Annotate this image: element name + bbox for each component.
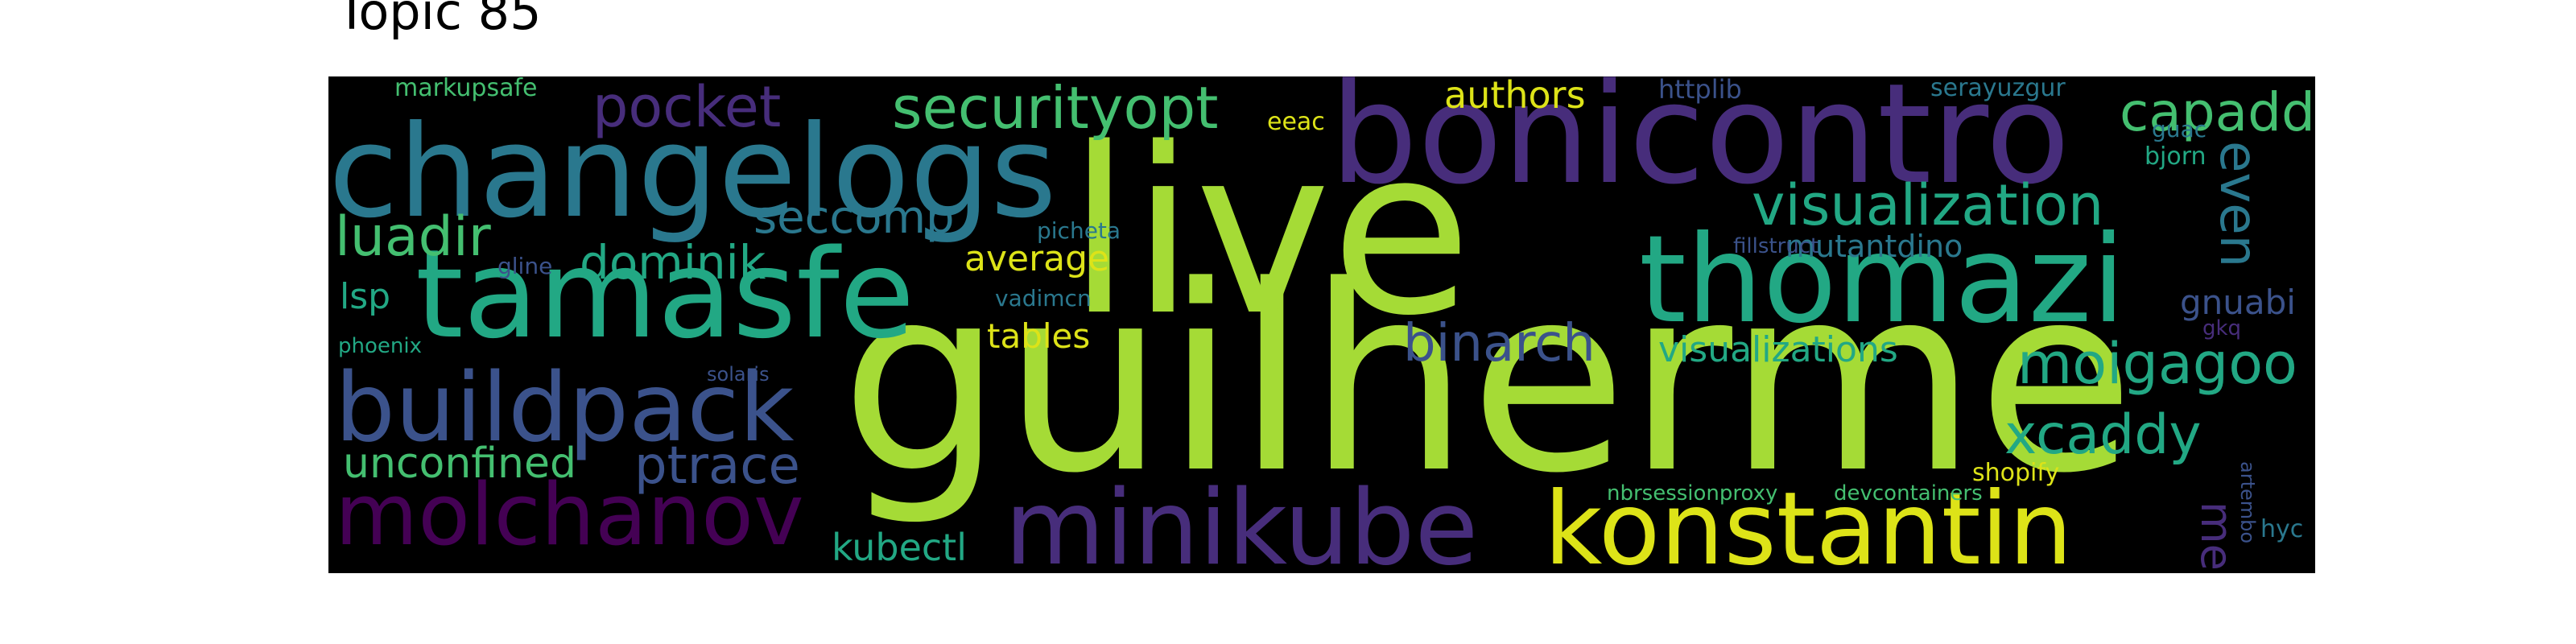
word-thomazi: thomazi (1639, 210, 2126, 350)
word-unconfined: unconfined (343, 440, 576, 488)
word-moigagoo: moigagoo (2017, 331, 2297, 397)
word-live: live (1067, 99, 1472, 366)
word-minikube: minikube (1005, 469, 1479, 574)
word-me: me (2191, 502, 2242, 571)
word-mutantdino: mutantdino (1785, 229, 1963, 264)
word-gnuabi: gnuabi (2180, 283, 2296, 322)
word-picheta: picheta (1037, 217, 1121, 244)
word-serayuzgur: serayuzgur (1930, 76, 2066, 102)
word-average: average (964, 238, 1110, 279)
word-even: even (2208, 141, 2268, 268)
word-luadir: luadir (335, 205, 491, 269)
word-solaris: solaris (707, 363, 770, 386)
word-nbrsessionproxy: nbrsessionproxy (1607, 481, 1778, 506)
word-visualizations: visualizations (1658, 329, 1898, 370)
word-molchanov: molchanov (335, 465, 804, 564)
word-capadd: capadd (2120, 81, 2315, 143)
word-markupsafe: markupsafe (394, 76, 538, 102)
word-gkq: gkq (2202, 316, 2242, 341)
word-guilherme: guilherme (840, 231, 2135, 529)
word-binarch: binarch (1403, 314, 1596, 374)
word-cloud: guilherme live bonicontro changelogs tam… (328, 76, 2315, 573)
word-guac: guac (2152, 116, 2207, 142)
word-seccomp: seccomp (753, 192, 955, 244)
word-artembo: artembo (2236, 461, 2259, 544)
word-buildpack: buildpack (335, 352, 795, 463)
plot-title: Topic 85 (336, 0, 542, 41)
word-devcontainers: devcontainers (1834, 481, 1983, 506)
word-ptrace: ptrace (634, 436, 800, 496)
word-hyc: hyc (2260, 515, 2304, 543)
word-dominik: dominik (580, 235, 766, 290)
word-changelogs: changelogs (328, 98, 1057, 246)
word-tables: tables (987, 316, 1091, 356)
word-bonicontro: bonicontro (1330, 76, 2070, 215)
word-eeac: eeac (1267, 108, 1325, 136)
word-gline: gline (497, 253, 553, 279)
word-securityopt: securityopt (892, 76, 1219, 142)
word-bjorn: bjorn (2145, 142, 2207, 171)
word-httplib: httplib (1658, 76, 1742, 105)
word-xcaddy: xcaddy (2004, 403, 2202, 467)
word-visualization: visualization (1752, 172, 2104, 238)
word-kubectl: kubectl (832, 526, 967, 569)
word-pocket: pocket (592, 76, 782, 140)
word-fillstruct: fillstruct (1733, 234, 1819, 258)
word-konstantin: konstantin (1544, 471, 2073, 573)
word-tamasfe: tamasfe (415, 223, 915, 365)
word-phoenix: phoenix (338, 334, 422, 358)
word-authors: authors (1444, 76, 1586, 117)
word-vadimcn: vadimcn (995, 285, 1092, 312)
word-lsp: lsp (340, 276, 391, 317)
word-shopify: shopify (1972, 459, 2060, 487)
